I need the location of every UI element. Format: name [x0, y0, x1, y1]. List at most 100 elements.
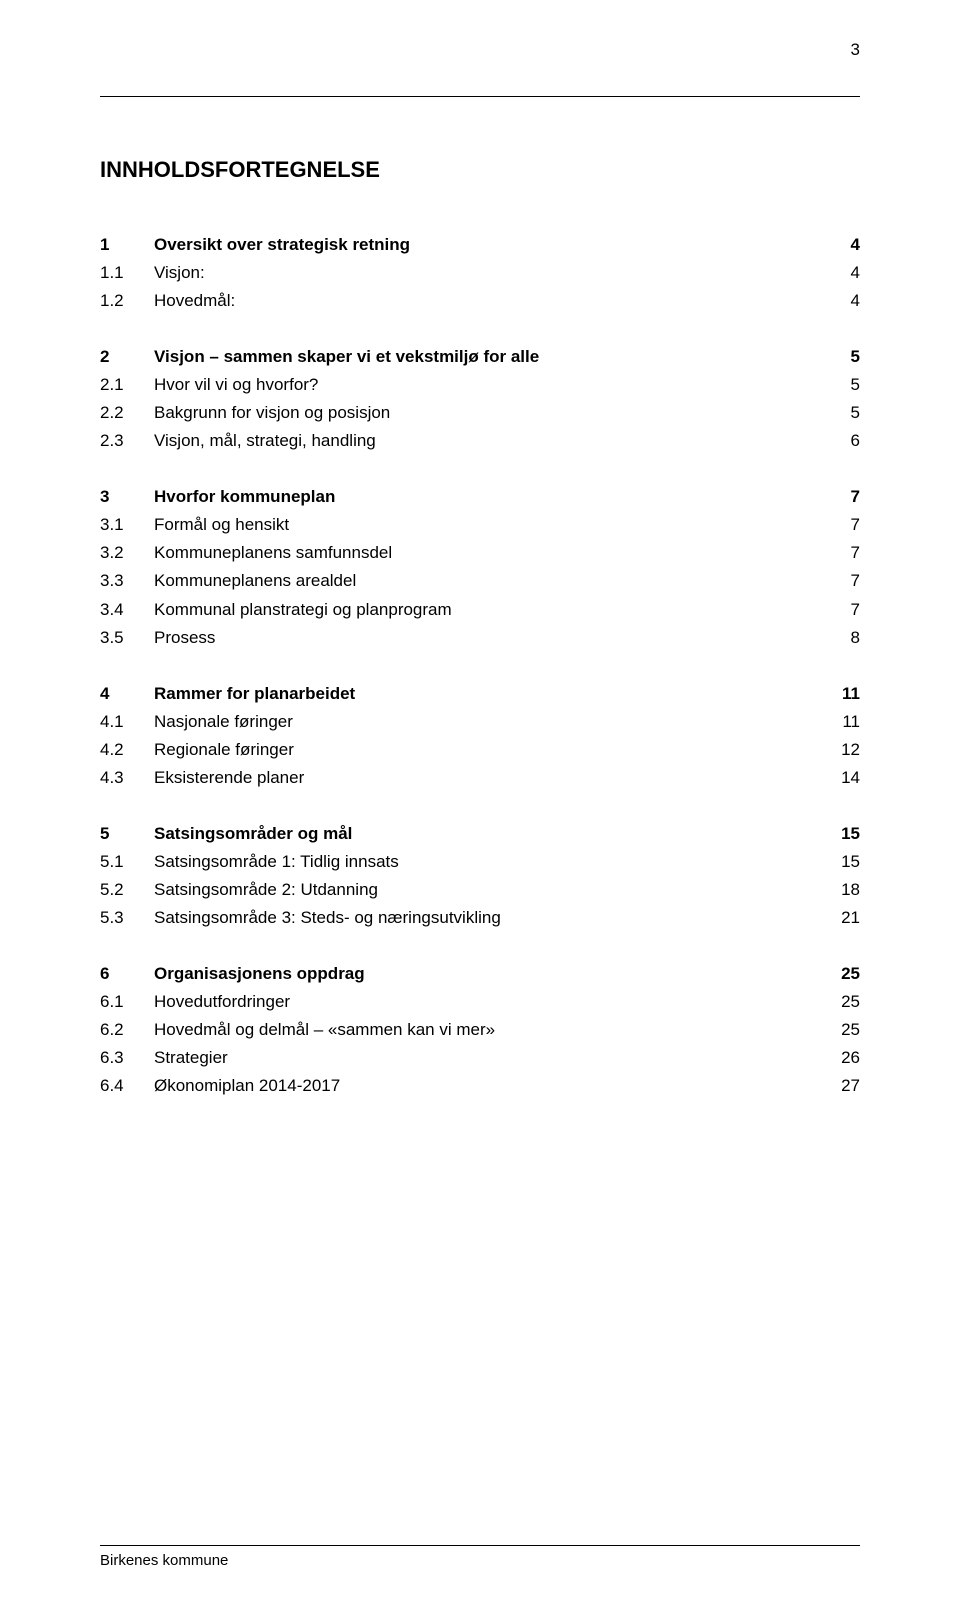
toc-number: 4.2 — [100, 736, 154, 764]
toc-text: Visjon, mål, strategi, handling — [154, 427, 376, 455]
toc-section: 5Satsingsområder og mål155.1Satsingsområ… — [100, 820, 860, 932]
toc-text: Regionale føringer — [154, 736, 294, 764]
toc-number: 3.4 — [100, 596, 154, 624]
toc-page: 5 — [834, 399, 860, 427]
toc-number: 1 — [100, 231, 154, 259]
toc-entry-level1: 2Visjon – sammen skaper vi et vekstmiljø… — [100, 343, 860, 371]
toc-entry-level2: 3.1Formål og hensikt 7 — [100, 511, 860, 539]
toc-text: Hvor vil vi og hvorfor? — [154, 371, 318, 399]
toc-number: 6.3 — [100, 1044, 154, 1072]
toc-page: 25 — [834, 988, 860, 1016]
toc-page: 4 — [834, 287, 860, 315]
toc-entry-level2: 6.3Strategier26 — [100, 1044, 860, 1072]
toc-page: 4 — [834, 231, 860, 259]
toc-text: Kommuneplanens samfunnsdel — [154, 539, 392, 567]
footer-text: Birkenes kommune — [100, 1552, 860, 1569]
page-number: 3 — [851, 40, 860, 60]
toc-page: 15 — [834, 820, 860, 848]
toc-number: 4 — [100, 680, 154, 708]
toc-number: 3.2 — [100, 539, 154, 567]
toc-number: 1.2 — [100, 287, 154, 315]
table-of-contents: 1Oversikt over strategisk retning41.1Vis… — [100, 231, 860, 1100]
toc-page: 11 — [834, 680, 860, 708]
toc-page: 11 — [834, 708, 860, 736]
toc-section: 6Organisasjonens oppdrag 256.1Hovedutford… — [100, 960, 860, 1100]
toc-page: 8 — [834, 624, 860, 652]
page: 3 INNHOLDSFORTEGNELSE 1Oversikt over str… — [0, 0, 960, 1619]
toc-entry-level1: 5Satsingsområder og mål15 — [100, 820, 860, 848]
toc-page: 7 — [834, 567, 860, 595]
toc-page: 7 — [834, 483, 860, 511]
toc-text: Formål og hensikt — [154, 511, 289, 539]
toc-text: Hovedmål og delmål – «sammen kan vi mer» — [154, 1016, 495, 1044]
toc-number: 3.5 — [100, 624, 154, 652]
toc-entry-level2: 1.2Hovedmål: 4 — [100, 287, 860, 315]
footer-rule — [100, 1545, 860, 1546]
toc-number: 4.1 — [100, 708, 154, 736]
toc-text: Oversikt over strategisk retning — [154, 231, 410, 259]
toc-number: 2.1 — [100, 371, 154, 399]
toc-page: 5 — [834, 343, 860, 371]
toc-entry-level1: 1Oversikt over strategisk retning 4 — [100, 231, 860, 259]
toc-page: 7 — [834, 596, 860, 624]
toc-number: 3.1 — [100, 511, 154, 539]
toc-entry-level2: 6.1Hovedutfordringer25 — [100, 988, 860, 1016]
toc-entry-level2: 3.3Kommuneplanens arealdel 7 — [100, 567, 860, 595]
toc-number: 4.3 — [100, 764, 154, 792]
toc-entry-level2: 3.2Kommuneplanens samfunnsdel 7 — [100, 539, 860, 567]
toc-number: 1.1 — [100, 259, 154, 287]
toc-page: 5 — [834, 371, 860, 399]
toc-text: Bakgrunn for visjon og posisjon — [154, 399, 390, 427]
toc-entry-level2: 5.1Satsingsområde 1: Tidlig innsats15 — [100, 848, 860, 876]
toc-section: 4Rammer for planarbeidet114.1Nasjonale f… — [100, 680, 860, 792]
toc-text: Satsingsområder og mål — [154, 820, 352, 848]
toc-text: Organisasjonens oppdrag — [154, 960, 365, 988]
toc-page: 25 — [834, 1016, 860, 1044]
toc-text: Strategier — [154, 1044, 228, 1072]
toc-section: 1Oversikt over strategisk retning 41.1Vis… — [100, 231, 860, 315]
toc-page: 7 — [834, 511, 860, 539]
toc-entry-level2: 2.1Hvor vil vi og hvorfor? 5 — [100, 371, 860, 399]
toc-page: 25 — [834, 960, 860, 988]
toc-text: Økonomiplan 2014-2017 — [154, 1072, 340, 1100]
toc-number: 5.2 — [100, 876, 154, 904]
toc-page: 12 — [834, 736, 860, 764]
toc-page: 21 — [834, 904, 860, 932]
toc-number: 6.1 — [100, 988, 154, 1016]
toc-entry-level2: 5.3Satsingsområde 3: Steds- og næringsut… — [100, 904, 860, 932]
toc-text: Hovedmål: — [154, 287, 235, 315]
toc-page: 15 — [834, 848, 860, 876]
toc-entry-level2: 3.5Prosess 8 — [100, 624, 860, 652]
toc-section: 3Hvorfor kommuneplan73.1Formål og hensik… — [100, 483, 860, 651]
header-rule — [100, 96, 860, 97]
toc-entry-level2: 6.4Økonomiplan 2014-201727 — [100, 1072, 860, 1100]
toc-entry-level2: 6.2Hovedmål og delmål – «sammen kan vi m… — [100, 1016, 860, 1044]
toc-page: 27 — [834, 1072, 860, 1100]
toc-entry-level1: 4Rammer for planarbeidet 11 — [100, 680, 860, 708]
toc-page: 6 — [834, 427, 860, 455]
toc-text: Hvorfor kommuneplan — [154, 483, 335, 511]
toc-text: Satsingsområde 1: Tidlig innsats — [154, 848, 399, 876]
toc-text: Eksisterende planer — [154, 764, 304, 792]
toc-entry-level2: 1.1Visjon:4 — [100, 259, 860, 287]
toc-text: Rammer for planarbeidet — [154, 680, 355, 708]
toc-page: 7 — [834, 539, 860, 567]
toc-number: 2 — [100, 343, 154, 371]
toc-entry-level2: 4.3Eksisterende planer 14 — [100, 764, 860, 792]
toc-page: 18 — [834, 876, 860, 904]
toc-entry-level2: 4.1Nasjonale føringer 11 — [100, 708, 860, 736]
toc-number: 2.3 — [100, 427, 154, 455]
toc-entry-level2: 2.2Bakgrunn for visjon og posisjon5 — [100, 399, 860, 427]
toc-entry-level1: 3Hvorfor kommuneplan 7 — [100, 483, 860, 511]
toc-number: 6 — [100, 960, 154, 988]
toc-page: 4 — [834, 259, 860, 287]
toc-text: Nasjonale føringer — [154, 708, 293, 736]
toc-entry-level2: 4.2Regionale føringer 12 — [100, 736, 860, 764]
toc-text: Kommuneplanens arealdel — [154, 567, 356, 595]
toc-number: 3.3 — [100, 567, 154, 595]
toc-text: Satsingsområde 2: Utdanning — [154, 876, 378, 904]
toc-page: 14 — [834, 764, 860, 792]
toc-text: Kommunal planstrategi og planprogram — [154, 596, 452, 624]
toc-number: 3 — [100, 483, 154, 511]
toc-text: Prosess — [154, 624, 215, 652]
